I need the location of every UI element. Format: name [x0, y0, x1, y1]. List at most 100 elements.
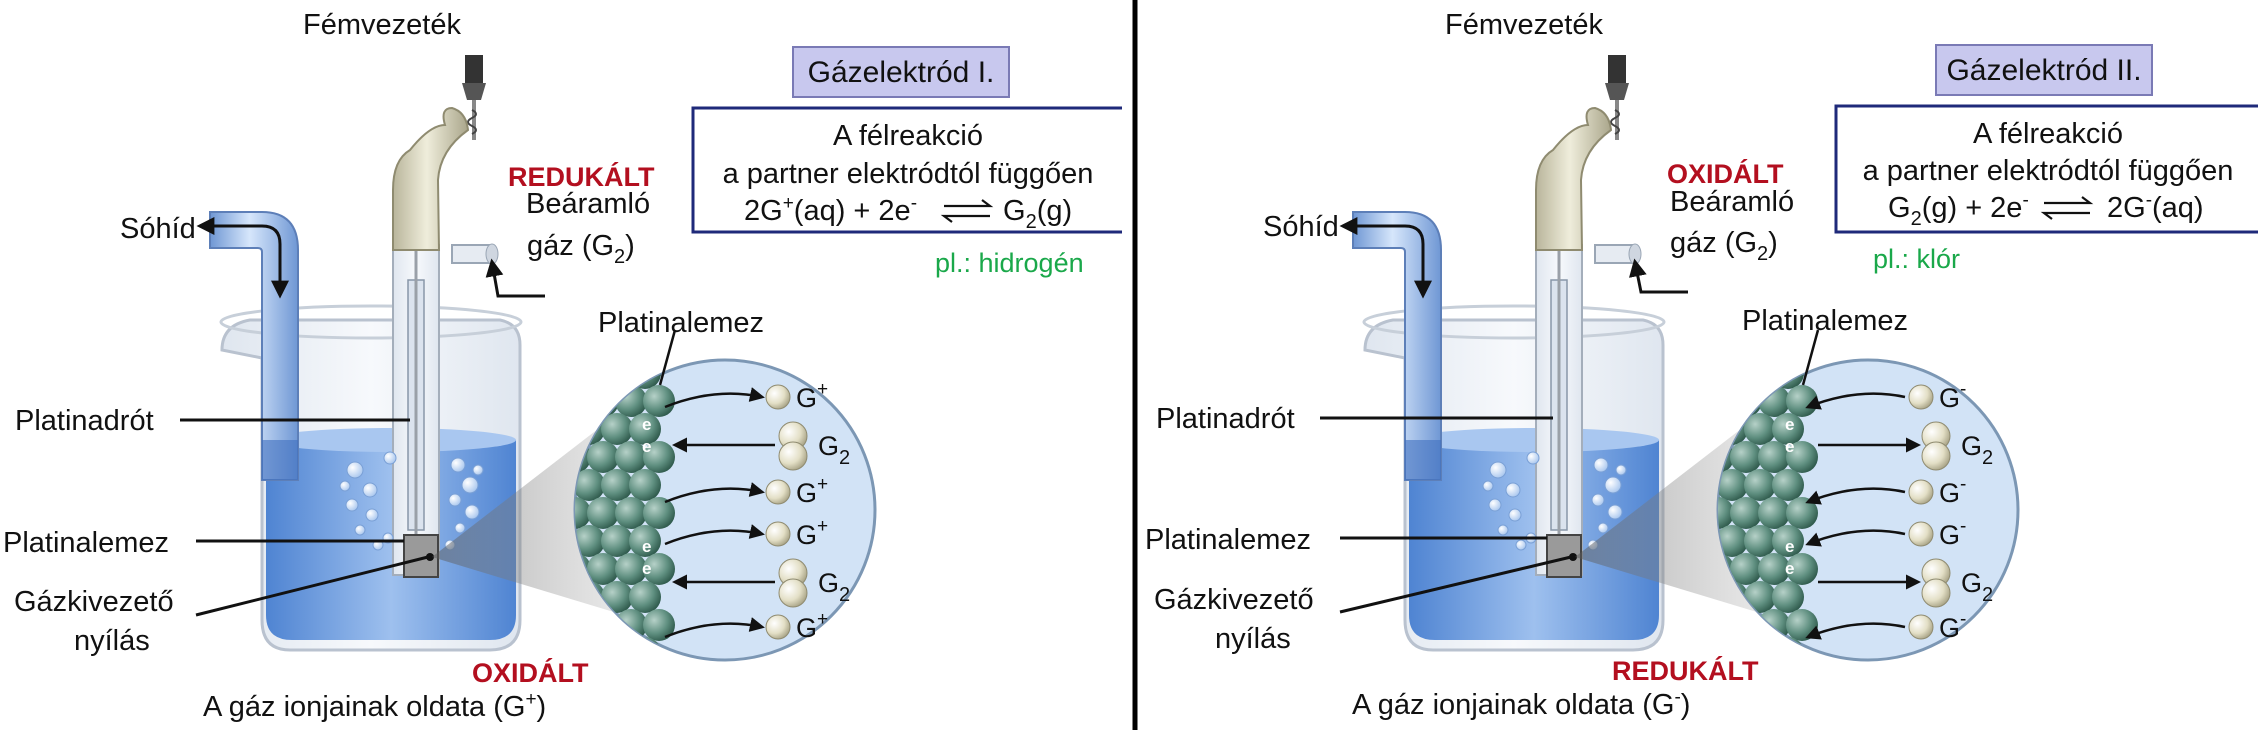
zoom-platinum-label: Platinalemez — [1742, 305, 1908, 337]
gas-outlet-label-2: nyílás — [74, 625, 150, 657]
platinum-atom — [1758, 497, 1790, 529]
platinum-atom — [1718, 609, 1734, 641]
gas-molecule — [778, 441, 808, 471]
gas-inflow-arrow — [1628, 258, 1688, 294]
gas-inflow-label-2: gáz (G2) — [1670, 227, 1778, 265]
electrode-tube — [1535, 150, 1642, 576]
platinum-atom — [1718, 360, 1748, 389]
platinum-atom — [575, 360, 591, 361]
gas-outlet-label-2: nyílás — [1215, 623, 1291, 655]
platinum-atom — [587, 441, 619, 473]
leader-zoom — [658, 329, 677, 386]
electron-transfer-arrow — [664, 387, 765, 409]
ion-particle — [765, 384, 791, 410]
rubber-bulb — [392, 106, 470, 251]
title-box — [1935, 44, 2153, 96]
electron-label: e — [642, 437, 651, 456]
panel-title: Gázelektród I. — [808, 56, 995, 89]
platinum-atom — [1786, 385, 1818, 417]
gas-bubbles — [339, 451, 484, 551]
platinum-atom — [629, 469, 661, 501]
electrode-tube — [392, 150, 499, 576]
platinum-atom — [643, 385, 675, 417]
platinum-atom — [643, 609, 675, 641]
half-reaction-equation: G2(g) + 2e- — [1888, 190, 2029, 230]
electron-transfer-arrow — [664, 482, 765, 504]
platinum-atom — [643, 553, 675, 585]
salt-bridge-label: Sóhíd — [120, 213, 196, 245]
platinum-atom — [1744, 469, 1776, 501]
gas-inflow-label-1: Beáramló — [1670, 186, 1794, 218]
platinum-atom — [1730, 441, 1762, 473]
rubber-bulb — [1535, 106, 1613, 251]
platinum-atom — [1772, 469, 1804, 501]
electron-label: e — [1785, 415, 1794, 434]
platinum-atom — [1718, 497, 1734, 529]
ion-label: G- — [1939, 379, 1966, 413]
reaction-line-2: a partner elektródtól függően — [1863, 155, 2234, 187]
platinum-atom — [1772, 637, 1804, 660]
platinum-atom — [629, 360, 661, 389]
electron-label: e — [1785, 559, 1794, 578]
electron-label: e — [642, 537, 651, 556]
wire-clamp-icon — [1605, 55, 1629, 140]
solution-label: A gáz ionjainak oldata (G-) — [1352, 687, 1690, 721]
reaction-line-1: A félreakció — [833, 120, 983, 152]
half-reaction-product: G2(g) — [1003, 195, 1072, 233]
electron-label: e — [642, 415, 651, 434]
leader-outlet — [195, 555, 429, 617]
ion-label: G- — [1939, 516, 1966, 550]
platinum-atom — [587, 609, 619, 641]
panel-gas-electrode-1: Gázelektród I. A félreakció a partner el… — [3, 9, 1122, 723]
platinum-atom — [1758, 553, 1790, 585]
solution-label: A gáz ionjainak oldata (G+) — [203, 689, 546, 723]
zoom-view — [1716, 358, 2020, 662]
platinum-atom — [1718, 385, 1734, 417]
platinum-atom — [1730, 609, 1762, 641]
molecule-label: G2 — [818, 568, 850, 606]
ion-particle — [765, 521, 791, 547]
ion-particle — [1908, 521, 1934, 547]
ion-label: G+ — [796, 379, 828, 413]
title-box — [792, 46, 1010, 98]
platinum-atom — [629, 525, 661, 557]
platinum-atom — [629, 581, 661, 613]
gas-outlet-label-1: Gázkivezető — [1154, 584, 1314, 616]
metal-wire-label: Fémvezeték — [303, 9, 461, 41]
platinum-atom — [601, 469, 633, 501]
ion-particle — [765, 479, 791, 505]
platinum-atom — [1772, 360, 1804, 389]
platinum-atom — [1772, 581, 1804, 613]
platinum-atom — [575, 360, 605, 389]
ion-particle — [1908, 479, 1934, 505]
equilibrium-arrow — [2040, 196, 2094, 220]
reaction-line-2: a partner elektródtól függően — [723, 158, 1094, 190]
ion-particle — [1908, 614, 1934, 640]
platinum-atom — [587, 497, 619, 529]
platinum-atom — [1744, 581, 1776, 613]
molecule-label: G2 — [818, 431, 850, 469]
zoom-platinum-label: Platinalemez — [598, 307, 764, 339]
platinum-atom — [1744, 525, 1776, 557]
ion-label: G+ — [796, 609, 828, 643]
platinum-surface — [575, 360, 675, 660]
platinum-atom — [1772, 413, 1804, 445]
example-gas: pl.: klór — [1873, 244, 1960, 274]
ion-label: G+ — [796, 516, 828, 550]
platinum-atom — [587, 553, 619, 585]
gas-inflow-label-2: gáz (G2) — [527, 230, 635, 268]
gas-inflow-label-1: Beáramló — [526, 188, 650, 220]
platinum-wire-label: Platinadrót — [1156, 403, 1295, 435]
electron-transfer-arrow — [1805, 392, 1906, 410]
electron-transfer-arrow — [664, 524, 765, 546]
electron-transfer-arrow — [1805, 529, 1906, 547]
platinum-atom — [1758, 441, 1790, 473]
solution-state-label: OXIDÁLT — [472, 657, 589, 688]
ion-particle — [765, 614, 791, 640]
electron-transfer-arrow — [1805, 622, 1906, 640]
reaction-box — [691, 106, 1122, 234]
wire-clamp-icon — [462, 55, 486, 140]
gas-molecule — [1921, 441, 1951, 471]
platinum-atom — [1744, 413, 1776, 445]
